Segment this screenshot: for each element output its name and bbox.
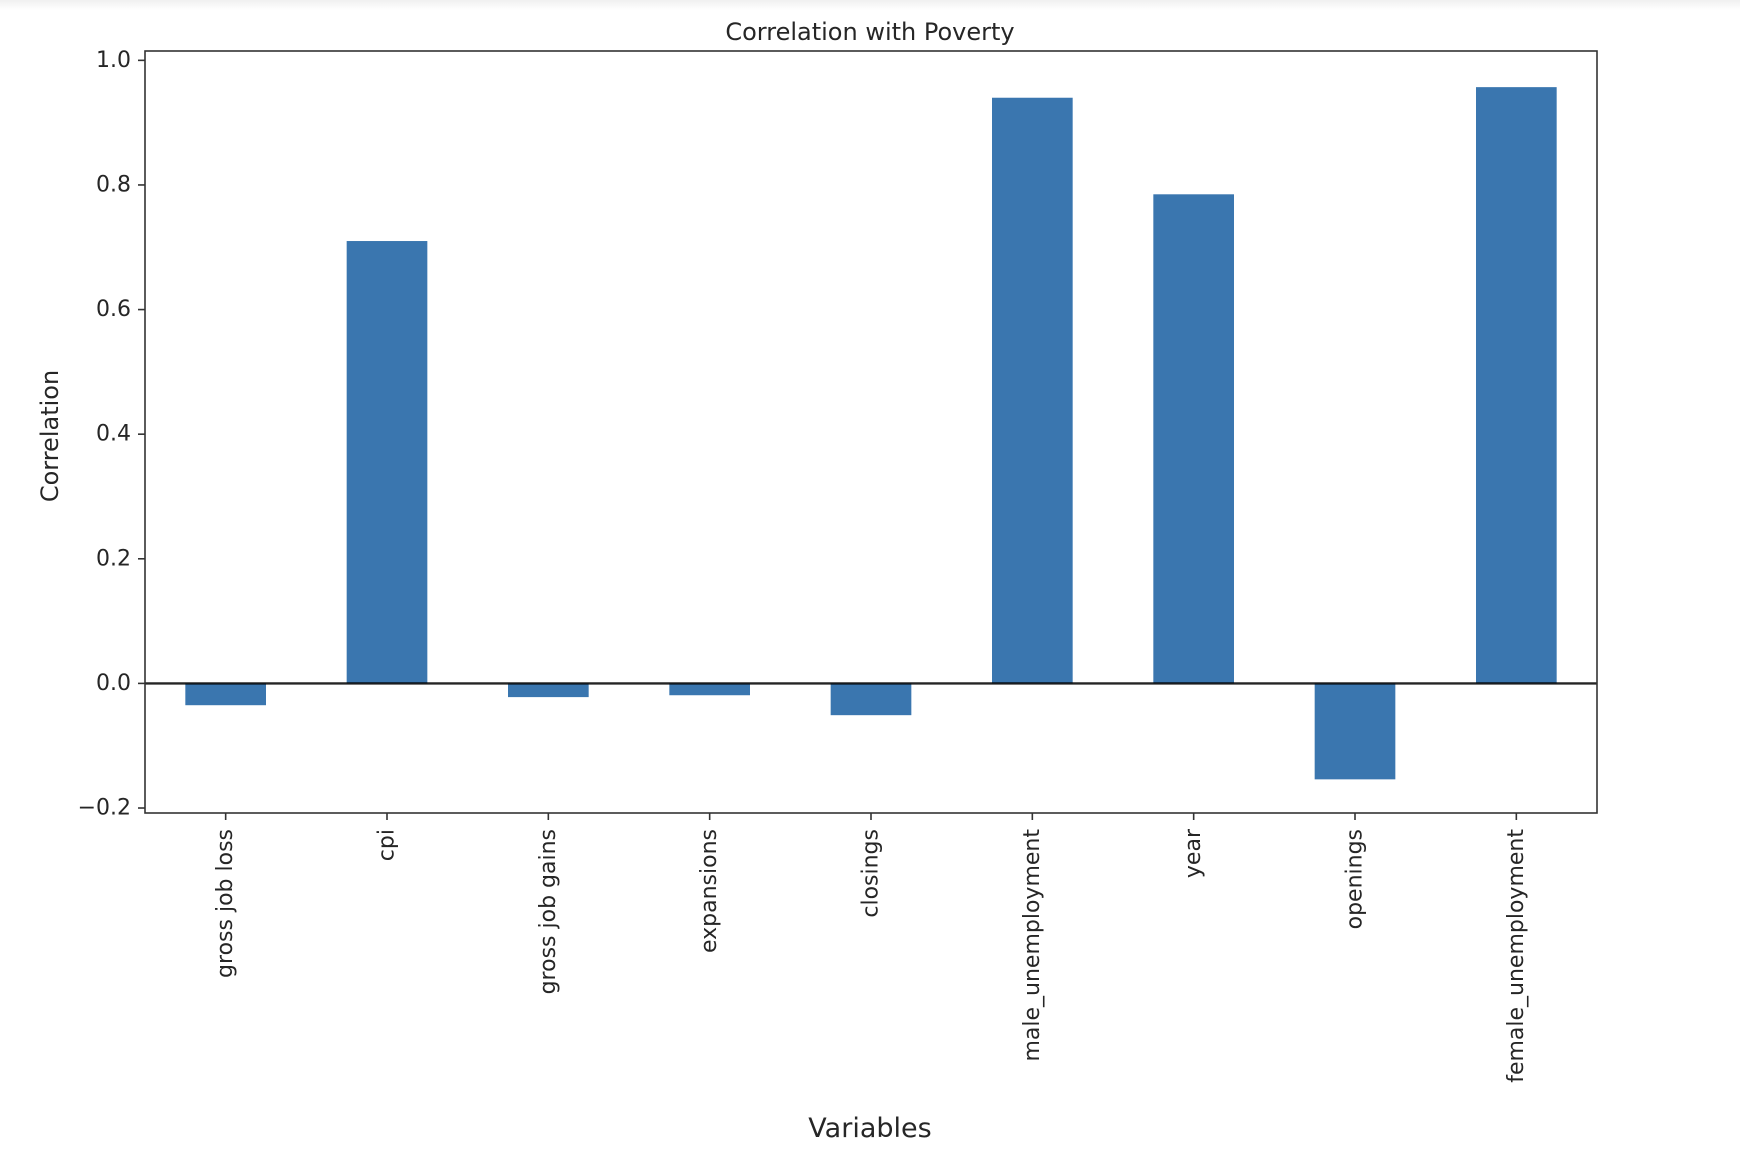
bars-layer [185, 87, 1557, 780]
y-tick-label-1: 0.0 [96, 671, 131, 696]
top-shadow [0, 0, 1740, 10]
bar-6 [1153, 194, 1234, 684]
y-tick-label-4: 0.6 [96, 297, 131, 322]
bar-7 [1314, 683, 1396, 780]
bar-2 [508, 683, 589, 698]
x-tick-label-5: male_unemployment [1020, 829, 1045, 1062]
bar-8 [1476, 87, 1557, 684]
y-tick-label-3: 0.4 [96, 422, 131, 447]
bar-4 [830, 683, 912, 716]
y-tick-label-5: 0.8 [96, 172, 131, 197]
bar-5 [992, 97, 1073, 684]
bar-3 [669, 683, 750, 696]
y-tick-label-0: −0.2 [78, 796, 131, 821]
bar-1 [346, 241, 428, 684]
x-tick-label-7: openings [1343, 829, 1368, 929]
x-tick-label-0: gross job loss [213, 829, 238, 978]
bar-0 [185, 683, 266, 706]
x-tick-label-6: year [1181, 828, 1206, 878]
x-tick-label-8: female_unemployment [1504, 829, 1529, 1083]
y-axis-label: Correlation [36, 370, 64, 502]
y-tick-label-2: 0.2 [96, 546, 131, 571]
chart-title: Correlation with Poverty [725, 18, 1014, 46]
x-tick-label-3: expansions [697, 829, 722, 953]
x-tick-label-1: cpi [375, 829, 400, 861]
x-tick-label-4: closings [859, 829, 884, 918]
x-axis-label: Variables [808, 1113, 931, 1144]
y-tick-label-6: 1.0 [96, 48, 131, 73]
axis-layer: −0.2 0.0 0.2 0.4 0.6 0.8 1.0 gross job loss cpi g… [78, 48, 1598, 1083]
x-tick-label-2: gross job gains [536, 829, 561, 994]
